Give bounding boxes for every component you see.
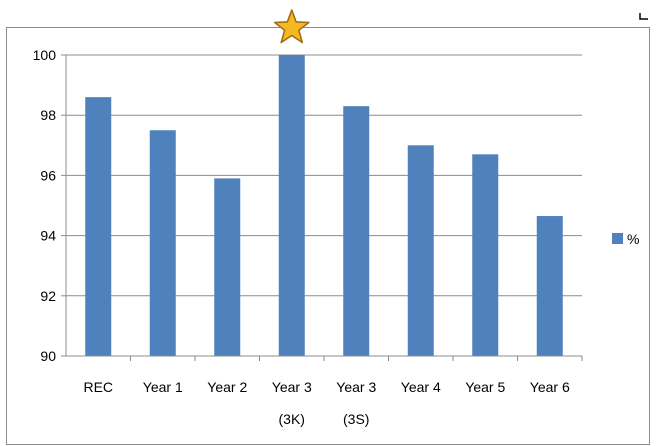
- y-tick-labels: 90 92 94 96 98 100: [33, 47, 57, 364]
- y-tick-label: 92: [40, 288, 56, 304]
- x-tick-label: (3S): [343, 411, 369, 427]
- x-tick-label: Year 2: [207, 379, 247, 395]
- axes: [65, 55, 582, 357]
- legend-label: %: [627, 231, 639, 247]
- x-tick-label: Year 4: [401, 379, 441, 395]
- bar: [278, 55, 305, 356]
- bars: [85, 55, 563, 356]
- y-tick-label: 98: [40, 107, 56, 123]
- y-tick-label: 100: [33, 47, 57, 63]
- x-tick-label: Year 3: [336, 379, 376, 395]
- legend: %: [612, 231, 639, 247]
- legend-swatch: [612, 233, 623, 244]
- bar: [214, 178, 241, 356]
- x-tick-label: Year 1: [143, 379, 183, 395]
- y-tick-label: 94: [40, 228, 56, 244]
- x-tick-label: Year 5: [465, 379, 505, 395]
- y-tick-label: 90: [40, 348, 56, 364]
- bar: [536, 216, 563, 356]
- x-tick-label: REC: [83, 379, 113, 395]
- bar: [472, 154, 499, 356]
- bar: [149, 130, 176, 356]
- y-tick-label: 96: [40, 167, 56, 183]
- star-icon: [273, 9, 310, 44]
- highlight: [273, 9, 310, 44]
- x-tick-labels: REC Year 1 Year 2 Year 3 (3K) Year 3 (3S) Year …: [83, 379, 569, 427]
- x-tick-label: Year 6: [530, 379, 570, 395]
- x-tick-label: (3K): [279, 411, 305, 427]
- bar: [343, 106, 370, 356]
- bar: [85, 97, 112, 356]
- bar: [407, 145, 434, 356]
- x-tick-label: Year 3: [272, 379, 312, 395]
- corner-mark: [639, 13, 648, 20]
